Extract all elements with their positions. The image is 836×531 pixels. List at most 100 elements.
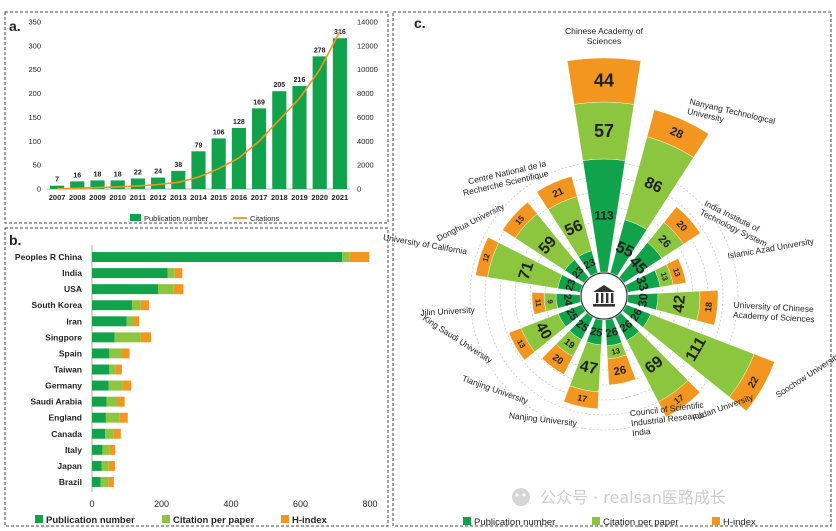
panel-c-sector — [508, 327, 535, 361]
panel-b-bar-segment — [113, 428, 121, 439]
panel-c-data-label: 13 — [515, 338, 527, 350]
panel-a-bar — [332, 38, 347, 190]
panel-a-x-tick: 2012 — [150, 193, 167, 202]
panel-c-data-label: 25 — [563, 306, 580, 323]
panel-a-y2-tick: 12000 — [357, 41, 378, 50]
panel-c-legend: Publication number Citation per paper H-… — [463, 517, 756, 528]
panel-b-y-tick: Brazil — [59, 477, 82, 487]
panel-c-sector — [536, 176, 578, 210]
panel-b-chart: 0 200 400 600 800 Peoples R China India USA Sout… — [15, 245, 378, 509]
panel-c-data-label: 86 — [642, 174, 665, 197]
panel-b-x-tick: 600 — [293, 499, 308, 509]
panel-b-bar-segment — [92, 396, 107, 407]
panel-b-bar-segment — [140, 300, 149, 311]
panel-c-sector — [729, 353, 775, 412]
panel-a-x-tick: 2009 — [89, 193, 106, 202]
panel-b-bar-segment — [92, 300, 132, 311]
panel-c-sector — [563, 385, 599, 410]
panel-c-category-label: Nanjing University — [508, 410, 578, 428]
panel-a-x-tick: 2019 — [291, 193, 308, 202]
panel-c-category-label: University of California — [382, 232, 468, 257]
panel-a-bar — [151, 177, 166, 189]
panel-a-x-tick: 2017 — [251, 193, 268, 202]
wechat-icon — [512, 488, 530, 506]
wechat-icon-eye-right — [522, 493, 526, 497]
panel-a-x-tick: 2013 — [170, 193, 187, 202]
panel-a-y2-tick: 6000 — [357, 113, 374, 122]
institution-icon-column — [601, 293, 604, 303]
panel-b-bar-segment — [106, 396, 118, 407]
panel-c-data-label: 56 — [562, 217, 585, 240]
panel-b-bar-segment — [133, 316, 140, 327]
panel-a-bar — [70, 181, 85, 189]
panel-c-category-label: Jilin University — [420, 305, 476, 318]
panel-b-y-tick: India — [62, 268, 82, 278]
panel-a-bar — [272, 91, 287, 189]
panel-b-bar-segment — [105, 412, 120, 423]
panel-b-bar-segment — [108, 380, 123, 391]
legend-label-hindex-c: H-index — [723, 517, 756, 528]
legend-swatch-hindex-c — [712, 517, 720, 525]
panel-c-data-label: 12 — [481, 252, 492, 263]
panel-c-category-label: Sciences — [587, 36, 622, 46]
panel-a-frame — [4, 11, 389, 224]
panel-b-bar-segment — [92, 364, 110, 375]
panel-c-data-label: 18 — [703, 301, 714, 312]
panel-b-y-tick: Germany — [45, 381, 82, 391]
panel-c-data-label: 26 — [629, 307, 646, 324]
panel-a-bar — [50, 185, 65, 189]
panel-a-data-label: 16 — [73, 172, 81, 179]
institution-icon — [593, 285, 615, 292]
panel-a-data-label: 24 — [154, 169, 162, 176]
panel-c-category-label: Donghua University — [435, 201, 507, 243]
panel-c-category-label: Soochow University — [774, 350, 836, 399]
panel-c-category-label: King Saudi University — [421, 313, 495, 366]
panel-b-y-tick: Italy — [65, 445, 82, 455]
panel-a-y2-tick: 2000 — [357, 161, 374, 170]
panel-a-x-tick: 2011 — [130, 193, 146, 202]
panel-c-data-label: 30 — [635, 292, 650, 307]
panel-c-category-label: India — [632, 426, 652, 438]
panel-b-y-tick: England — [48, 413, 82, 423]
panel-b-bar-segment — [117, 396, 125, 407]
panel-b-bar-segment — [109, 364, 116, 375]
panel-c-grid-ring — [469, 161, 739, 431]
panel-a-bar — [312, 56, 327, 190]
panel-a-data-label: 38 — [174, 162, 182, 169]
panel-a-data-label: 22 — [134, 170, 142, 177]
legend-label-citations: Citations — [250, 214, 279, 223]
panel-c-data-label: 21 — [551, 186, 566, 201]
panel-b-y-tick: Peoples R China — [15, 252, 82, 262]
panel-b-bar-segment — [349, 252, 370, 263]
panel-c-data-label: 25 — [589, 325, 603, 339]
panel-a-y-tick: 350 — [28, 18, 41, 27]
panel-c-data-label: 23 — [564, 278, 578, 293]
panel-b-bar-segment — [126, 316, 134, 327]
legend-swatch-publication-b — [35, 515, 43, 523]
panel-a-y-tick: 100 — [28, 137, 41, 146]
panel-c-data-label: 33 — [633, 274, 652, 293]
panel-c-data-label: 55 — [613, 239, 636, 262]
panel-a-x-tick: 2021 — [332, 193, 349, 202]
panel-a-bar — [252, 108, 267, 189]
panel-c-data-label: 47 — [578, 358, 599, 378]
panel-a-data-label: 18 — [94, 171, 102, 178]
panel-b-frame — [4, 227, 389, 527]
panel-c-data-label: 44 — [594, 70, 614, 90]
panel-a-x-tick: 2020 — [311, 193, 328, 202]
panel-b-bar-segment — [92, 348, 110, 359]
panel-c-data-label: 20 — [550, 352, 565, 367]
panel-b-y-tick: South Korea — [31, 300, 82, 310]
panel-b-y-tick: Spain — [59, 348, 82, 358]
panel-a-y2-tick: 14000 — [357, 18, 378, 27]
panel-a-bar — [211, 138, 226, 189]
panel-a-y-tick: 250 — [28, 65, 41, 74]
panel-c-sector — [531, 292, 547, 315]
panel-a-bar — [130, 178, 145, 189]
panel-b-bar-segment — [140, 332, 152, 343]
panel-c-label: c. — [414, 15, 426, 31]
panel-a-data-label: 205 — [273, 82, 285, 89]
panel-c-data-label: 22 — [746, 375, 761, 391]
legend-swatch-citation-c — [592, 517, 600, 525]
panel-b-bar-segment — [105, 428, 114, 439]
